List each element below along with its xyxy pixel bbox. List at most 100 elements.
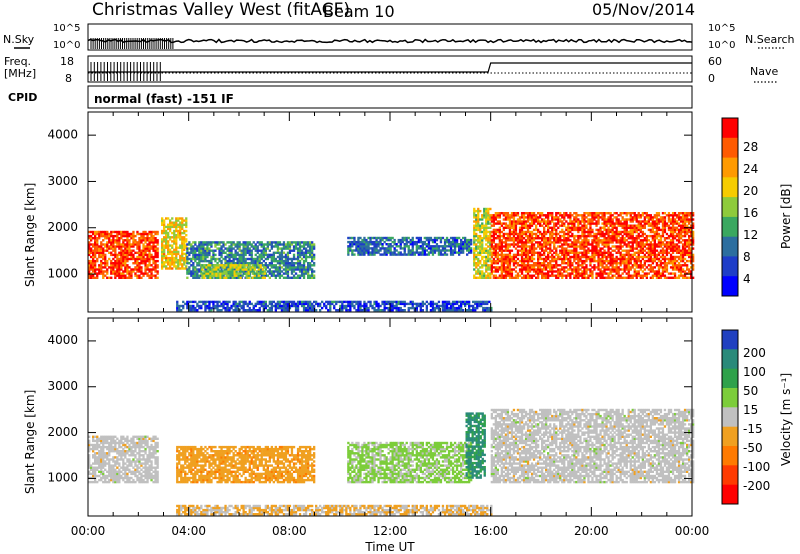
power-cell — [425, 245, 428, 248]
power-cell — [496, 257, 499, 261]
power-cell — [601, 232, 604, 236]
power-cell — [161, 238, 164, 241]
power-cell — [485, 228, 488, 232]
power-cell — [405, 238, 408, 242]
power-cell — [128, 266, 131, 269]
power-cell — [140, 257, 143, 261]
power-cell — [591, 247, 594, 250]
power-cell — [686, 228, 689, 232]
power-cell — [138, 237, 141, 240]
power-cell — [595, 212, 598, 215]
power-cell — [94, 230, 97, 234]
power-cell — [294, 241, 298, 244]
power-cell — [136, 245, 139, 248]
power-cell — [661, 268, 665, 271]
power-cell — [104, 253, 107, 257]
power-cell — [451, 249, 455, 252]
power-cell — [445, 249, 449, 252]
power-cell — [639, 251, 642, 254]
power-cell — [565, 237, 568, 240]
power-cell — [399, 245, 402, 248]
power-cell — [647, 214, 650, 217]
power-cell — [496, 212, 499, 215]
power-cell — [681, 257, 685, 261]
power-cell — [369, 247, 372, 250]
power-cell — [601, 276, 604, 279]
power-cell — [173, 221, 176, 224]
power-cell — [597, 222, 600, 225]
power-cell — [498, 222, 501, 225]
power-cell — [383, 251, 386, 254]
power-cell — [609, 222, 612, 225]
power-cell — [222, 251, 225, 254]
power-cell — [683, 234, 687, 238]
power-cell — [470, 247, 473, 250]
power-cell — [609, 224, 612, 227]
power-cell — [621, 255, 624, 259]
power-cell — [218, 249, 221, 252]
power-cell — [677, 276, 681, 279]
power-cell — [555, 251, 558, 254]
power-cell — [232, 257, 235, 261]
power-cell — [553, 232, 556, 236]
power-cell — [142, 232, 145, 236]
power-cell — [298, 274, 302, 277]
power-cell — [617, 268, 620, 271]
power-cell — [194, 274, 197, 277]
power-cell — [510, 214, 514, 217]
power-cell — [239, 270, 242, 273]
power-cell — [623, 276, 626, 279]
power-cell — [553, 255, 556, 259]
power-cell — [655, 249, 659, 252]
power-cell — [692, 253, 695, 257]
power-cell — [522, 218, 526, 221]
power-cell — [286, 251, 290, 254]
power-cell — [498, 276, 501, 279]
power-cell — [637, 270, 640, 273]
power-cell — [659, 234, 663, 238]
power-cell — [165, 265, 168, 268]
power-cell — [220, 262, 223, 265]
power-cell — [671, 243, 675, 246]
power-cell — [595, 249, 598, 252]
power-cell — [603, 243, 606, 246]
power-cell — [492, 234, 495, 238]
power-cell — [643, 264, 646, 267]
power-cell — [553, 274, 556, 277]
power-cell — [655, 214, 659, 217]
power-cell — [254, 249, 257, 252]
power-cell — [573, 224, 576, 227]
power-cell — [288, 247, 292, 250]
power-cell — [617, 214, 620, 217]
power-cell — [573, 253, 576, 257]
power-cell — [520, 262, 524, 265]
power-cell — [219, 264, 222, 267]
power-cell — [260, 251, 263, 254]
power-cell — [126, 241, 129, 244]
power-cell — [597, 214, 600, 217]
power-cell — [219, 272, 222, 275]
power-cell — [669, 272, 673, 275]
power-cell — [524, 224, 528, 227]
power-cell — [653, 232, 656, 236]
power-cell — [232, 241, 235, 244]
cpid-value: normal (fast) -151 IF — [94, 92, 234, 106]
power-cell — [292, 262, 296, 265]
power-cell — [504, 232, 508, 236]
power-cell — [266, 255, 269, 259]
power-cell — [518, 237, 522, 240]
power-cell — [138, 270, 141, 273]
power-cell — [186, 259, 189, 263]
power-cell — [659, 220, 663, 223]
power-cell — [545, 224, 548, 227]
power-cell — [188, 257, 191, 261]
power-cell — [278, 259, 282, 263]
power-cell — [643, 249, 646, 252]
power-cell — [173, 263, 176, 266]
power-cell — [595, 259, 598, 263]
power-cell — [96, 274, 99, 277]
power-cell — [526, 270, 530, 273]
power-cell — [671, 212, 675, 215]
power-cell — [585, 270, 588, 273]
power-cell — [225, 276, 228, 279]
